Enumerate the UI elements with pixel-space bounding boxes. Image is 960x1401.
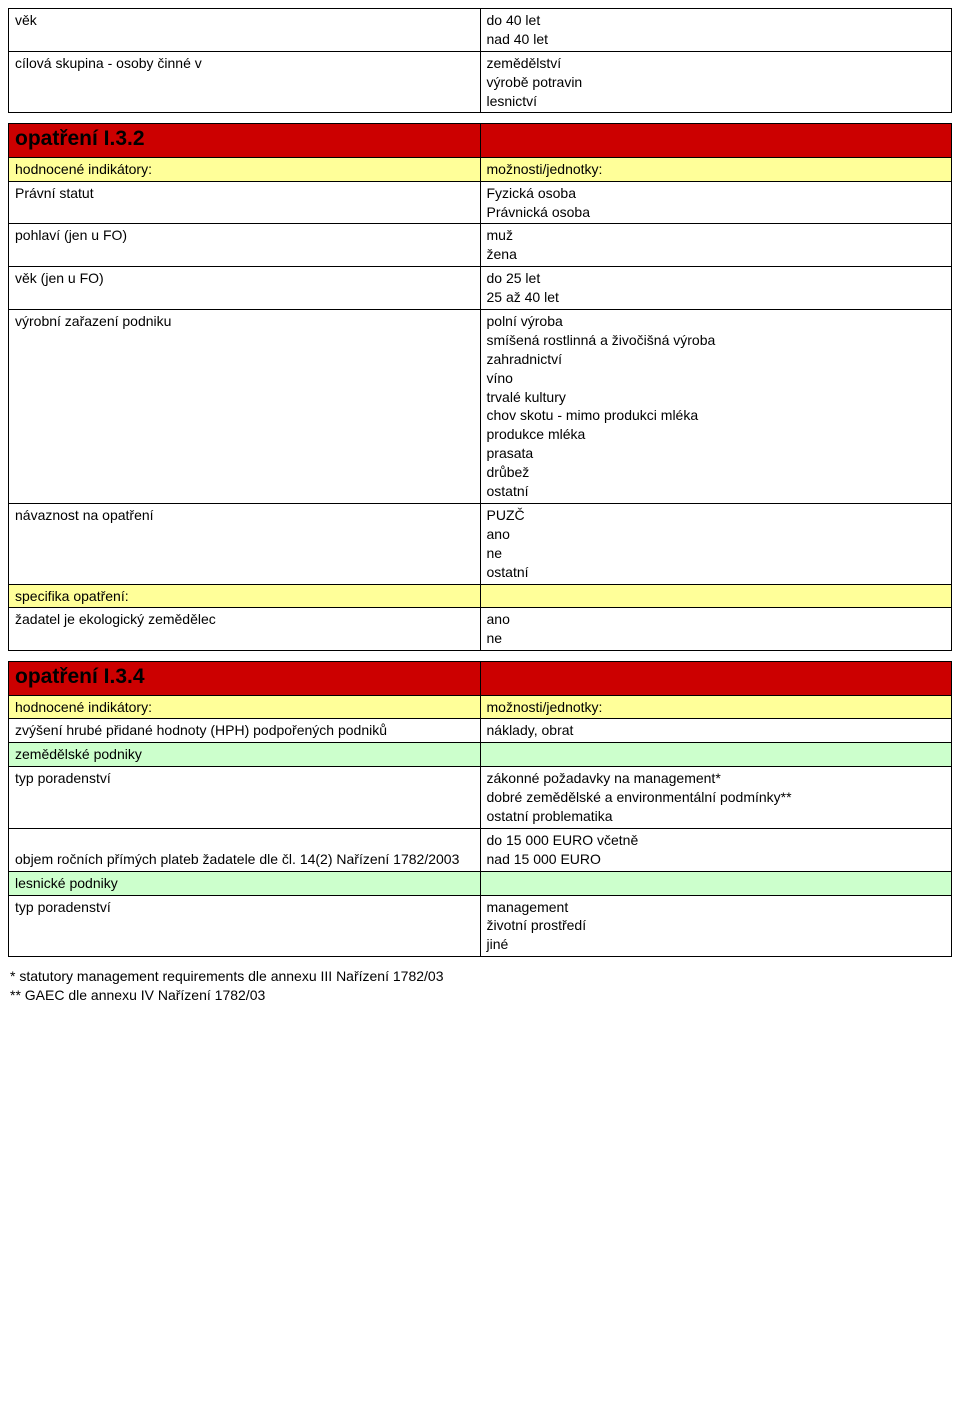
cell-label: věk [9, 9, 481, 52]
subheader-row: lesnické podniky [9, 871, 952, 895]
cell-value: mužžena [480, 224, 952, 267]
cell-label: cílová skupina - osoby činné v [9, 51, 481, 113]
indicators-value: možnosti/jednotky: [480, 157, 952, 181]
section-header-empty [480, 662, 952, 695]
cell-value: zemědělstvívýrobě potravinlesnictví [480, 51, 952, 113]
indicators-value: možnosti/jednotky: [480, 695, 952, 719]
cell-value: do 25 let25 až 40 let [480, 267, 952, 310]
table-row: typ poradenství zákonné požadavky na man… [9, 767, 952, 829]
table-row: žadatel je ekologický zemědělec anone [9, 608, 952, 651]
indicators-label: hodnocené indikátory: [9, 157, 481, 181]
table-row: objem ročních přímých plateb žadatele dl… [9, 828, 952, 871]
cell-label: objem ročních přímých plateb žadatele dl… [9, 828, 481, 871]
subheader-label: lesnické podniky [9, 871, 481, 895]
table-row: Právní statut Fyzická osobaPrávnická oso… [9, 181, 952, 224]
section-header-empty [480, 124, 952, 157]
section-header-row: opatření I.3.2 [9, 124, 952, 157]
cell-label: věk (jen u FO) [9, 267, 481, 310]
table-row: návaznost na opatření PUZČanoneostatní [9, 503, 952, 584]
table-top: věk do 40 letnad 40 let cílová skupina -… [8, 8, 952, 113]
cell-label: výrobní zařazení podniku [9, 310, 481, 504]
cell-value: do 40 letnad 40 let [480, 9, 952, 52]
section-header-title: opatření I.3.2 [9, 124, 481, 157]
table-row: cílová skupina - osoby činné v zemědělst… [9, 51, 952, 113]
table-row: výrobní zařazení podniku polní výrobasmí… [9, 310, 952, 504]
table-row: typ poradenství managementživotní prostř… [9, 895, 952, 957]
table-opatreni-i34: opatření I.3.4 hodnocené indikátory: mož… [8, 661, 952, 957]
cell-value: zákonné požadavky na management*dobré ze… [480, 767, 952, 829]
footnote-1: * statutory management requirements dle … [8, 967, 952, 986]
indicators-label: hodnocené indikátory: [9, 695, 481, 719]
cell-value: do 15 000 EURO včetněnad 15 000 EURO [480, 828, 952, 871]
cell-label: typ poradenství [9, 895, 481, 957]
cell-label: typ poradenství [9, 767, 481, 829]
section-header-title: opatření I.3.4 [9, 662, 481, 695]
cell-value: Fyzická osobaPrávnická osoba [480, 181, 952, 224]
cell-value: PUZČanoneostatní [480, 503, 952, 584]
cell-label: pohlaví (jen u FO) [9, 224, 481, 267]
subheader-empty [480, 743, 952, 767]
specifics-label: specifika opatření: [9, 584, 481, 608]
indicators-row: hodnocené indikátory: možnosti/jednotky: [9, 157, 952, 181]
table-row: pohlaví (jen u FO) mužžena [9, 224, 952, 267]
table-row: zvýšení hrubé přidané hodnoty (HPH) podp… [9, 719, 952, 743]
specifics-empty [480, 584, 952, 608]
table-row: věk do 40 letnad 40 let [9, 9, 952, 52]
cell-value: náklady, obrat [480, 719, 952, 743]
indicators-row: hodnocené indikátory: možnosti/jednotky: [9, 695, 952, 719]
subheader-empty [480, 871, 952, 895]
cell-value: polní výrobasmíšená rostlinná a živočišn… [480, 310, 952, 504]
section-header-row: opatření I.3.4 [9, 662, 952, 695]
cell-label: Právní statut [9, 181, 481, 224]
cell-label: žadatel je ekologický zemědělec [9, 608, 481, 651]
specifics-row: specifika opatření: [9, 584, 952, 608]
subheader-label: zemědělské podniky [9, 743, 481, 767]
cell-label: návaznost na opatření [9, 503, 481, 584]
cell-value: anone [480, 608, 952, 651]
table-row: věk (jen u FO) do 25 let25 až 40 let [9, 267, 952, 310]
cell-value: managementživotní prostředíjiné [480, 895, 952, 957]
subheader-row: zemědělské podniky [9, 743, 952, 767]
footnote-2: ** GAEC dle annexu IV Nařízení 1782/03 [8, 986, 952, 1005]
cell-label: zvýšení hrubé přidané hodnoty (HPH) podp… [9, 719, 481, 743]
table-opatreni-i32: opatření I.3.2 hodnocené indikátory: mož… [8, 123, 952, 651]
